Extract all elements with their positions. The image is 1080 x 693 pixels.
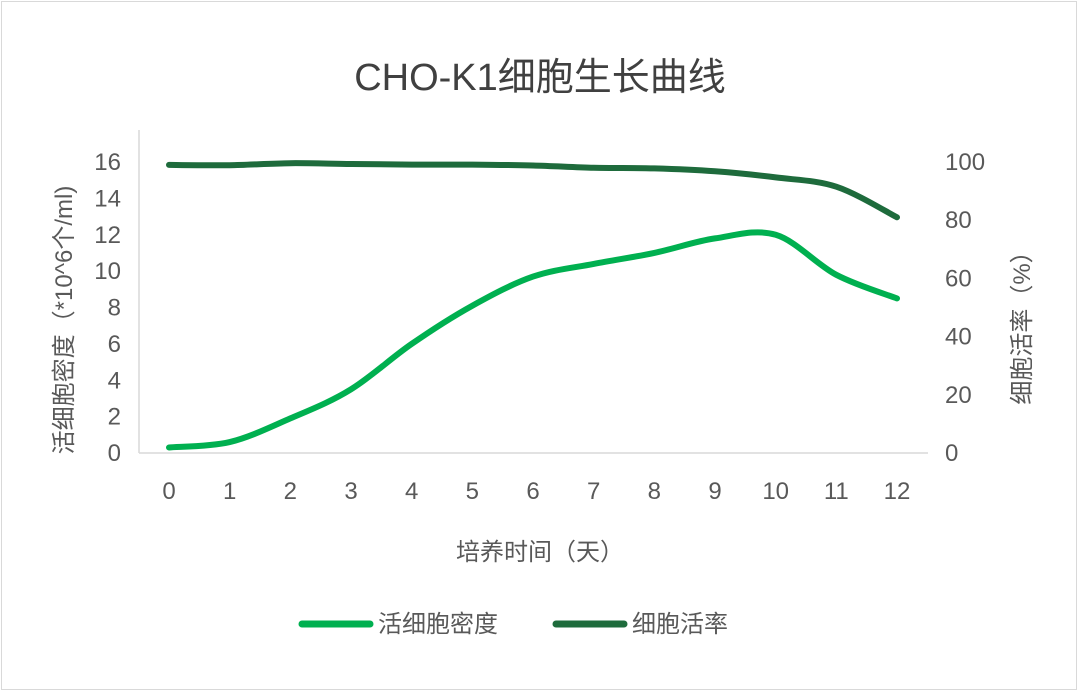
x-tick-label: 2 xyxy=(284,478,297,505)
x-tick-label: 0 xyxy=(162,478,175,505)
x-axis-title: 培养时间（天） xyxy=(456,539,624,566)
left-y-tick-label: 8 xyxy=(108,295,121,322)
left-y-tick-label: 6 xyxy=(108,331,121,358)
legend: 活细胞密度 细胞活率 xyxy=(298,611,728,638)
x-tick-label: 10 xyxy=(762,478,789,505)
x-tick-label: 1 xyxy=(223,478,236,505)
x-tick-label: 6 xyxy=(526,478,539,505)
left-y-tick-label: 14 xyxy=(94,185,121,212)
x-tick-label: 11 xyxy=(824,478,849,505)
x-tick-label: 9 xyxy=(708,478,721,505)
left-y-tick-label: 4 xyxy=(108,367,121,394)
right-y-tick-label: 20 xyxy=(945,382,972,409)
legend-label-cell-viability: 细胞活率 xyxy=(632,611,728,638)
right-y-tick-label: 40 xyxy=(945,324,972,351)
series-lines xyxy=(166,160,900,451)
series-line-cell-viability xyxy=(166,160,900,221)
right-y-tick-label: 0 xyxy=(945,440,958,467)
x-tick-label: 12 xyxy=(884,478,911,505)
y2-axis-title: 细胞活率（%） xyxy=(1009,239,1036,404)
left-y-tick-label: 2 xyxy=(108,404,121,431)
y-axis-title: 活细胞密度（*10^6个/ml) xyxy=(51,186,78,455)
left-y-axis-ticks: 0 2 4 6 8 10 12 14 16 xyxy=(94,149,121,467)
chart-title: CHO-K1细胞生长曲线 xyxy=(354,57,726,99)
right-y-tick-label: 80 xyxy=(945,207,972,234)
legend-label-live-cell-density: 活细胞密度 xyxy=(378,611,498,638)
left-y-tick-label: 12 xyxy=(94,222,121,249)
x-axis-ticks: 0 1 2 3 4 5 6 7 8 9 10 11 12 xyxy=(162,478,910,505)
left-y-tick-label: 10 xyxy=(94,258,121,285)
x-tick-label: 7 xyxy=(587,478,600,505)
left-y-tick-label: 16 xyxy=(94,149,121,176)
right-y-tick-label: 100 xyxy=(945,149,985,176)
x-tick-label: 8 xyxy=(648,478,661,505)
right-y-axis-ticks: 0 20 40 60 80 100 xyxy=(945,149,985,467)
x-tick-label: 5 xyxy=(466,478,479,505)
series-line-live-cell-density xyxy=(166,229,900,451)
right-y-tick-label: 60 xyxy=(945,265,972,292)
x-tick-label: 3 xyxy=(344,478,357,505)
x-tick-label: 4 xyxy=(405,478,418,505)
left-y-tick-label: 0 xyxy=(108,440,121,467)
